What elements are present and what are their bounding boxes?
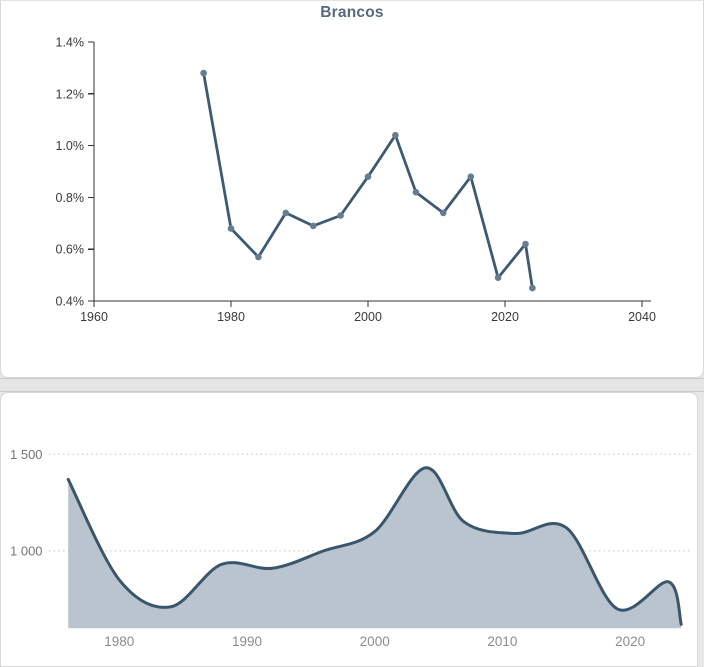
data-point-1992[interactable] [309,222,317,230]
chart-title: Brancos [320,4,384,21]
data-point-2004[interactable] [392,131,399,139]
bottom-chart-panel: 1 500 1 000 1980 1990 2000 2010 2020 [0,392,698,667]
y-tick-label: 1.2% [56,87,85,101]
area-series-line[interactable] [66,466,683,626]
data-point-1976[interactable] [200,69,207,77]
y-tick-label: 0.4% [56,295,85,309]
data-point-2019[interactable] [494,274,502,282]
x-tick-label: 1980 [217,310,245,324]
area-series-fill[interactable] [68,467,682,629]
x-tick-label: 2010 [487,634,517,649]
data-point-1984[interactable] [255,253,262,261]
y-tick-label: 1 500 [10,447,43,462]
y-tick-label: 0.6% [56,243,85,257]
x-tick-label: 1990 [232,634,262,649]
top-chart-panel: Brancos 1.4% 1.2% 1.0% 0.8% 0.6% 0.4% 1960 1980… [0,0,704,378]
y-tick-label: 1.0% [56,139,85,153]
data-point-1996[interactable] [337,212,344,219]
data-point-1980[interactable] [227,225,235,232]
data-point-2000[interactable] [364,173,372,180]
y-tick-label: 0.8% [56,191,85,205]
y-tick-label: 1.4% [56,36,85,50]
x-tick-label: 1980 [104,634,134,649]
line-series[interactable] [202,71,534,290]
x-tick-label: 2020 [491,310,519,324]
x-tick-label: 2020 [615,634,645,649]
percent-line-chart: 1.4% 1.2% 1.0% 0.8% 0.6% 0.4%1960 1980 2000 2020… [56,36,656,325]
data-point-1988[interactable] [282,209,290,217]
count-area-chart: 1 500 1 000 1980 1990 2000 2010 2020 [10,447,692,649]
panel-divider [0,378,704,392]
data-point-2015[interactable] [467,173,475,180]
x-tick-label: 2040 [628,310,656,324]
y-tick-label: 1 000 [10,543,43,558]
x-tick-label: 1960 [80,310,108,324]
data-point-2024[interactable] [529,284,536,292]
data-point-2007[interactable] [412,188,420,196]
x-tick-label: 2000 [354,310,382,324]
data-point-2011[interactable] [440,209,447,217]
x-tick-label: 2000 [360,634,390,649]
data-point-2023[interactable] [522,240,529,248]
